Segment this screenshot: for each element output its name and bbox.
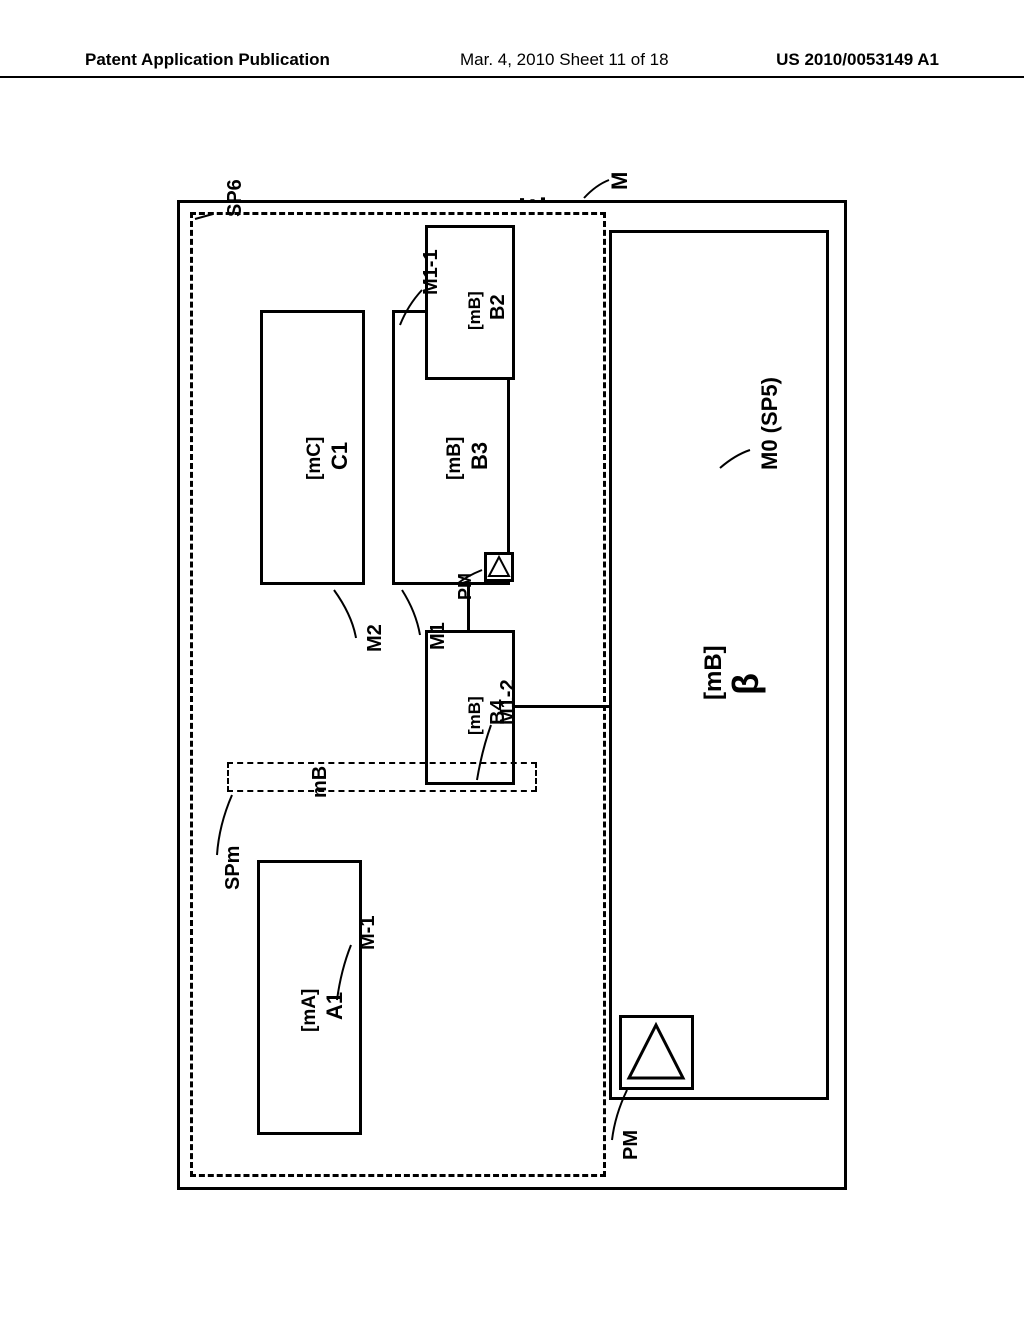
leader-PM-main (612, 1090, 632, 1150)
label-SPm: SPm (222, 890, 266, 913)
leader-M1-1 (400, 290, 428, 335)
triangle-main-icon (619, 1015, 694, 1090)
label-M2: M2 (364, 652, 392, 675)
label-mB-bar: mB (309, 798, 341, 821)
leader-M1 (402, 590, 432, 645)
beta-line1: β (725, 673, 766, 695)
label-M1: M1 (427, 650, 455, 673)
page: Patent Application Publication Mar. 4, 2… (0, 0, 1024, 1320)
b2-line2: [mB] (465, 291, 484, 330)
figure-area: FIG. 5E β [mB] C1 [mC] B3 (122, 170, 902, 1220)
B2-sub: [mB] (465, 330, 504, 350)
leader-M0 (720, 450, 760, 475)
b3-line1: B3 (467, 442, 492, 470)
beta-line2: [mB] (700, 645, 727, 700)
leader-Mminus1 (337, 945, 362, 1005)
beta-sub: [mB] (700, 700, 755, 728)
label-M1-2: M1-2 (497, 725, 543, 748)
c1-line1: C1 (327, 442, 352, 470)
a1-line2: [mA] (299, 989, 320, 1032)
triangle-small-icon (484, 552, 514, 582)
connector-b3-b4 (467, 585, 470, 630)
b2-line1: B2 (487, 294, 509, 320)
header-left: Patent Application Publication (85, 50, 330, 70)
header-mid: Mar. 4, 2010 Sheet 11 of 18 (460, 50, 669, 70)
label-SP6: SP6 (224, 217, 262, 240)
leader-M (584, 180, 619, 205)
A1-sub: [mA] (299, 1032, 342, 1054)
leader-PM-small (457, 570, 487, 595)
label-M-minus1: M-1 (357, 950, 391, 973)
c1-line2: [mC] (304, 437, 325, 480)
leader-SPm (217, 795, 242, 870)
B3-sub: [mB] (444, 480, 487, 502)
connector-b4-m0 (515, 705, 609, 708)
leader-M1-2 (477, 725, 499, 785)
header-right: US 2010/0053149 A1 (776, 50, 939, 70)
b3-line2: [mB] (444, 437, 465, 480)
label-M0-SP5: M0 (SP5) (757, 470, 850, 496)
C1-sub: [mC] (304, 480, 347, 502)
label-PM-main: PM (620, 1160, 650, 1183)
leader-M2 (334, 590, 369, 650)
leader-SP6 (195, 214, 220, 226)
page-header: Patent Application Publication Mar. 4, 2… (0, 48, 1024, 78)
